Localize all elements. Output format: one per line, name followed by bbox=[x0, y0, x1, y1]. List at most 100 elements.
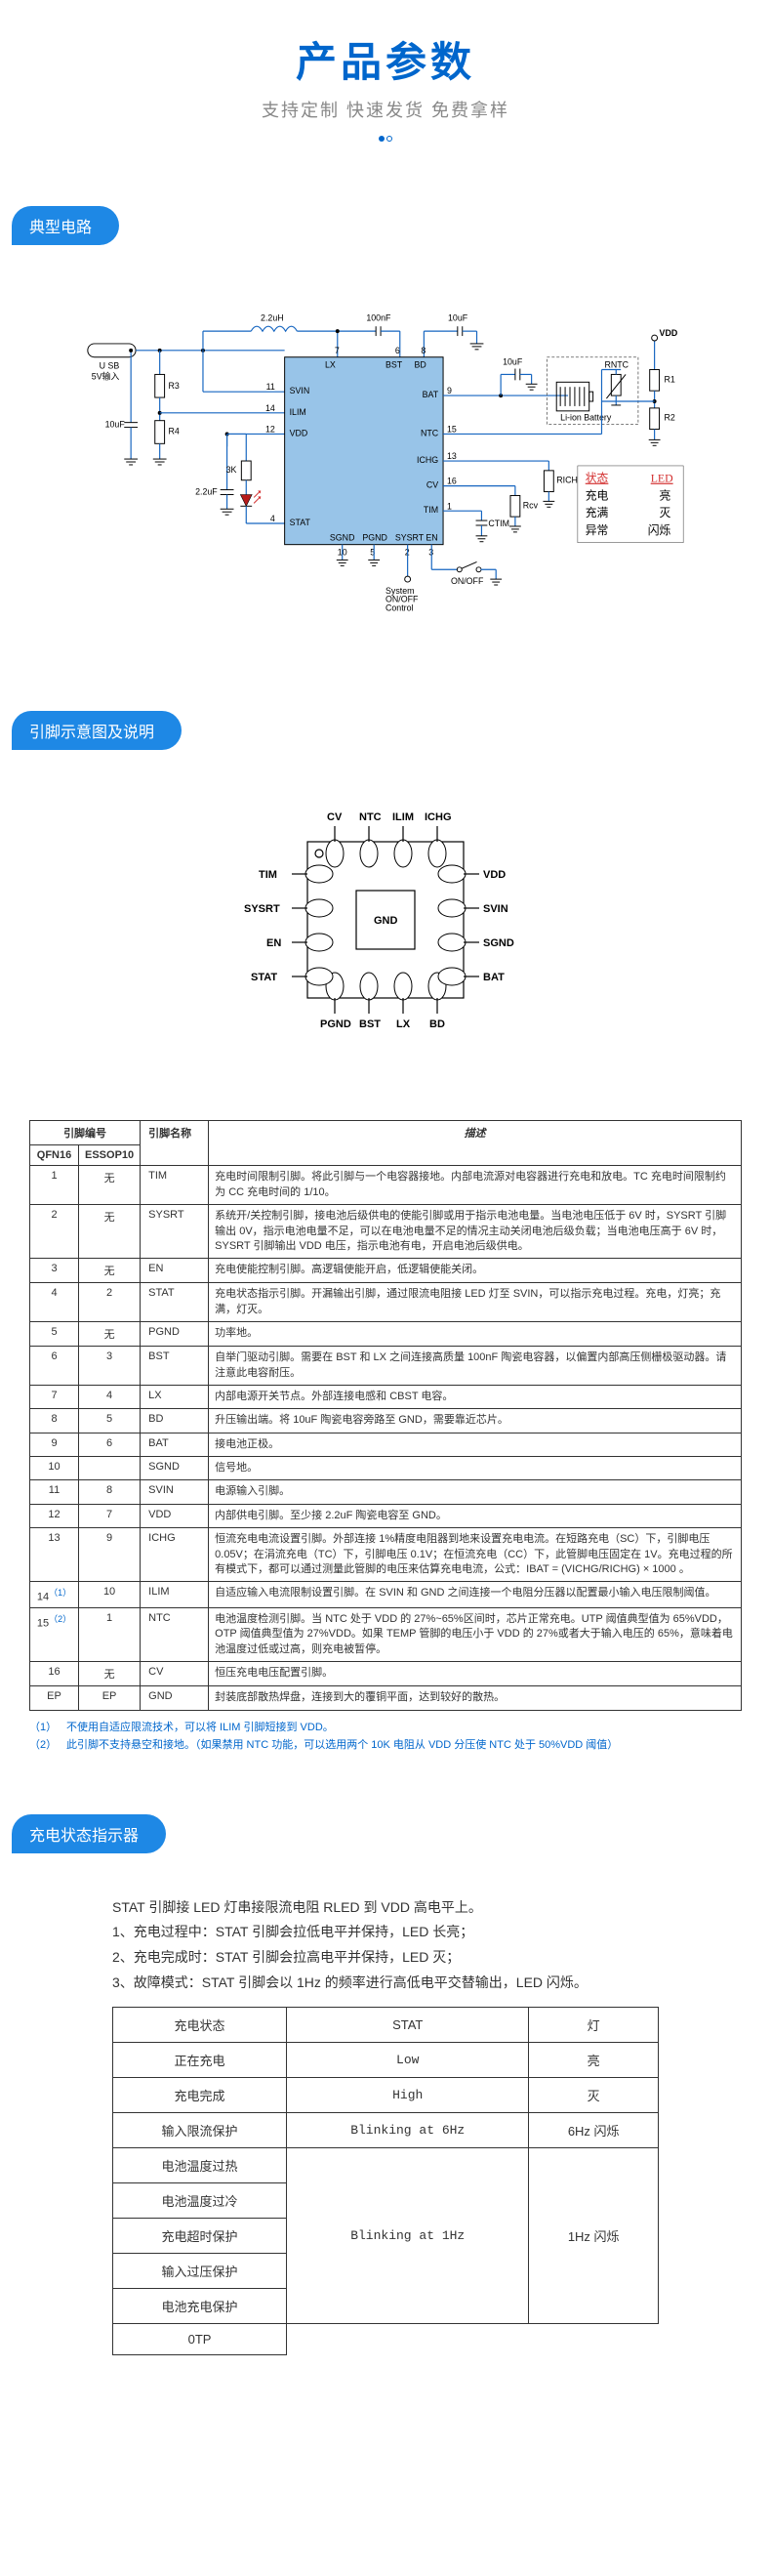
svg-text:CV: CV bbox=[426, 480, 438, 490]
pin-table-hdr-qfn: QFN16 bbox=[30, 1145, 79, 1166]
svg-text:SYSRT: SYSRT bbox=[395, 533, 425, 543]
svg-text:ILIM: ILIM bbox=[290, 407, 306, 417]
svg-text:BAT: BAT bbox=[483, 972, 505, 983]
table-row: 96BAT接电池正极。 bbox=[30, 1433, 742, 1456]
svg-text:TIM: TIM bbox=[259, 869, 277, 881]
table-row: 5无PGND功率地。 bbox=[30, 1322, 742, 1347]
page-subtitle: 支持定制 快速发货 免费拿样 bbox=[0, 97, 771, 122]
status-text: STAT 引脚接 LED 灯串接限流电阻 RLED 到 VDD 高电平上。 1、… bbox=[112, 1896, 659, 1995]
section-tag-circuit: 典型电路 bbox=[12, 206, 119, 245]
table-row: 10SGND信号地。 bbox=[30, 1457, 742, 1480]
svg-text:CV: CV bbox=[327, 811, 343, 823]
svg-text:Rcv: Rcv bbox=[523, 500, 539, 510]
svg-text:LX: LX bbox=[325, 360, 336, 370]
status-line1: 1、充电过程中：STAT 引脚会拉低电平并保持，LED 长亮； bbox=[112, 1921, 659, 1944]
svg-text:GND: GND bbox=[374, 915, 398, 927]
svg-text:VDD: VDD bbox=[483, 869, 506, 881]
status-hdr-stat: STAT bbox=[287, 2007, 529, 2042]
svg-text:异常: 异常 bbox=[586, 523, 609, 537]
svg-text:亮: 亮 bbox=[660, 488, 671, 502]
status-hdr-state: 充电状态 bbox=[113, 2007, 287, 2042]
pin-table-hdr-desc: 描述 bbox=[209, 1121, 742, 1166]
svg-text:PGND: PGND bbox=[320, 1018, 351, 1030]
svg-text:R2: R2 bbox=[664, 413, 674, 423]
svg-text:EN: EN bbox=[426, 533, 437, 543]
pin-table-hdr-essop: ESSOP10 bbox=[79, 1145, 141, 1166]
svg-text:充电: 充电 bbox=[586, 488, 609, 502]
pinout-svg: .pkg { stroke:#000; stroke-width:1.2; fi… bbox=[229, 783, 542, 1076]
svg-text:15: 15 bbox=[447, 425, 457, 435]
table-row: 0TP bbox=[113, 2323, 659, 2354]
table-row: 127VDD内部供电引脚。至少接 2.2uF 陶瓷电容至 GND。 bbox=[30, 1504, 742, 1527]
table-row: 15（2）1NTC电池温度检测引脚。当 NTC 处于 VDD 的 27%~65%… bbox=[30, 1608, 742, 1662]
table-row: 输入限流保护Blinking at 6Hz6Hz 闪烁 bbox=[113, 2112, 659, 2147]
svg-text:NTC: NTC bbox=[359, 811, 382, 823]
svg-text:RNTC: RNTC bbox=[604, 360, 629, 370]
svg-text:10uF: 10uF bbox=[503, 357, 523, 367]
svg-text:3K: 3K bbox=[226, 465, 237, 475]
svg-text:ILIM: ILIM bbox=[392, 811, 414, 823]
svg-text:13: 13 bbox=[447, 451, 457, 461]
svg-text:充满: 充满 bbox=[586, 506, 609, 519]
table-row: 118SVIN电源输入引脚。 bbox=[30, 1480, 742, 1504]
svg-text:SVIN: SVIN bbox=[483, 903, 508, 915]
svg-text:BST: BST bbox=[359, 1018, 381, 1030]
svg-text:R3: R3 bbox=[169, 381, 180, 391]
svg-text:PGND: PGND bbox=[362, 533, 387, 543]
svg-text:R1: R1 bbox=[664, 374, 674, 384]
page-header: 产品参数 支持定制 快速发货 免费拿样 bbox=[0, 0, 771, 183]
pin-table-hdr-name: 引脚名称 bbox=[141, 1121, 209, 1166]
svg-text:ON/OFF: ON/OFF bbox=[451, 576, 484, 586]
svg-text:2.2uF: 2.2uF bbox=[195, 486, 218, 496]
svg-text:1: 1 bbox=[447, 501, 452, 511]
svg-text:6: 6 bbox=[395, 346, 400, 355]
table-row: 2无SYSRT系统开/关控制引脚，接电池后级供电的使能引脚或用于指示电池电量。当… bbox=[30, 1205, 742, 1259]
svg-text:8: 8 bbox=[421, 346, 426, 355]
svg-text:LED: LED bbox=[651, 472, 673, 485]
svg-text:11: 11 bbox=[266, 382, 275, 392]
svg-text:16: 16 bbox=[447, 477, 457, 486]
table-row: 16无CV恒压充电电压配置引脚。 bbox=[30, 1662, 742, 1686]
table-row: 74LX内部电源开关节点。外部连接电感和 CBST 电容。 bbox=[30, 1385, 742, 1408]
svg-text:Control: Control bbox=[386, 603, 414, 613]
footnote: （2）此引脚不支持悬空和接地。（如果禁用 NTC 功能，可以选用两个 10K 电… bbox=[29, 1736, 742, 1752]
svg-text:9: 9 bbox=[447, 386, 452, 395]
svg-text:EN: EN bbox=[266, 937, 281, 949]
svg-text:BD: BD bbox=[415, 360, 426, 370]
svg-text:10uF: 10uF bbox=[448, 312, 468, 322]
page-title: 产品参数 bbox=[0, 29, 771, 89]
svg-text:VDD: VDD bbox=[290, 428, 308, 437]
table-row: 139ICHG恒流充电电流设置引脚。外部连接 1%精度电阻器到地来设置充电电流。… bbox=[30, 1528, 742, 1582]
svg-text:ICHG: ICHG bbox=[425, 811, 452, 823]
pin-table-hdr-group: 引脚编号 bbox=[30, 1121, 141, 1145]
svg-text:4: 4 bbox=[270, 514, 275, 523]
svg-text:BD: BD bbox=[429, 1018, 445, 1030]
status-line3: 3、故障模式：STAT 引脚会以 1Hz 的频率进行高低电平交替输出，LED 闪… bbox=[112, 1972, 659, 1995]
svg-text:10uF: 10uF bbox=[105, 420, 126, 430]
svg-text:2.2uH: 2.2uH bbox=[261, 312, 284, 322]
svg-text:100nF: 100nF bbox=[366, 312, 391, 322]
svg-text:5V输入: 5V输入 bbox=[92, 370, 120, 381]
table-row: 63BST自举门驱动引脚。需要在 BST 和 LX 之间连接高质量 100nF … bbox=[30, 1347, 742, 1386]
svg-text:闪烁: 闪烁 bbox=[648, 523, 671, 537]
svg-text:U SB: U SB bbox=[100, 361, 120, 371]
table-row: EPEPGND封装底部散热焊盘，连接到大的覆铜平面，达到较好的散热。 bbox=[30, 1686, 742, 1710]
table-row: 3无EN充电使能控制引脚。高逻辑使能开启，低逻辑使能关闭。 bbox=[30, 1259, 742, 1283]
pin-table: 引脚编号 引脚名称 描述 QFN16 ESSOP10 1无TIM充电时间限制引脚… bbox=[29, 1120, 742, 1710]
svg-text:灭: 灭 bbox=[660, 506, 671, 519]
table-row: 正在充电Low亮 bbox=[113, 2042, 659, 2077]
pinout-diagram: .pkg { stroke:#000; stroke-width:1.2; fi… bbox=[0, 773, 771, 1101]
svg-text:SVIN: SVIN bbox=[290, 386, 310, 395]
svg-text:CTIM: CTIM bbox=[488, 519, 509, 528]
circuit-svg: .w { stroke:#000; stroke-width:1; fill:n… bbox=[78, 278, 693, 624]
svg-text:7: 7 bbox=[335, 346, 340, 355]
svg-text:TIM: TIM bbox=[424, 505, 438, 515]
svg-text:SYSRT: SYSRT bbox=[244, 903, 280, 915]
status-intro: STAT 引脚接 LED 灯串接限流电阻 RLED 到 VDD 高电平上。 bbox=[112, 1896, 659, 1920]
status-line2: 2、充电完成时：STAT 引脚会拉高电平并保持，LED 灭； bbox=[112, 1946, 659, 1970]
svg-text:状态: 状态 bbox=[586, 472, 609, 485]
svg-text:STAT: STAT bbox=[290, 518, 311, 527]
svg-text:SGND: SGND bbox=[483, 937, 514, 949]
status-table: 充电状态 STAT 灯 正在充电Low亮充电完成High灭输入限流保护Blink… bbox=[112, 2007, 659, 2355]
svg-text:LX: LX bbox=[396, 1018, 411, 1030]
